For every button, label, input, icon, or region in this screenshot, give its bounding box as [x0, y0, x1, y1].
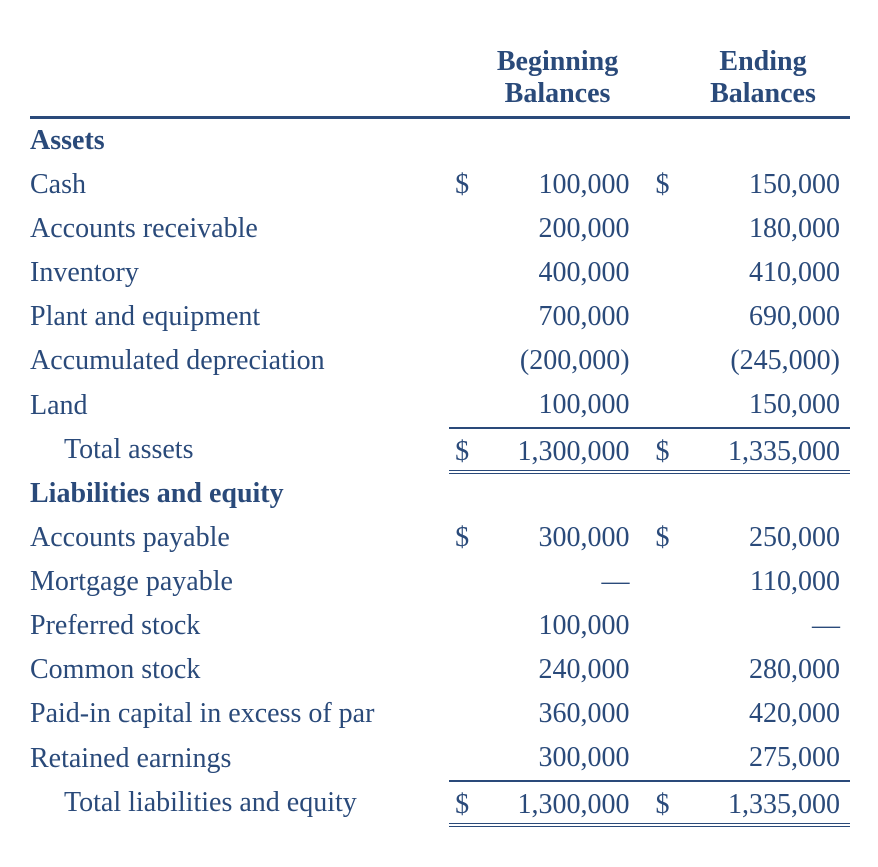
cell-value: 250,000: [686, 516, 850, 560]
cell-value: 280,000: [686, 648, 850, 692]
cell-value: 420,000: [686, 692, 850, 736]
currency-symbol: $: [650, 516, 686, 560]
currency-symbol: $: [449, 163, 485, 207]
cell-value: 1,335,000: [686, 781, 850, 825]
table-row: Plant and equipment 700,000 690,000: [30, 295, 850, 339]
col-header-beginning-line2: Balances: [505, 78, 611, 109]
section-assets-title-row: Assets: [30, 118, 850, 164]
cell-value: 180,000: [686, 207, 850, 251]
cell-value: 150,000: [686, 383, 850, 428]
section-assets-title: Assets: [30, 118, 449, 164]
row-label: Inventory: [30, 251, 449, 295]
cell-value: —: [686, 604, 850, 648]
row-label: Land: [30, 383, 449, 428]
cell-value: 240,000: [486, 648, 650, 692]
row-label: Preferred stock: [30, 604, 449, 648]
cell-value: (245,000): [686, 339, 850, 383]
cell-value: 700,000: [486, 295, 650, 339]
currency-symbol: $: [449, 516, 485, 560]
currency-symbol: $: [449, 781, 485, 825]
table-row: Cash $ 100,000 $ 150,000: [30, 163, 850, 207]
cell-value: —: [486, 560, 650, 604]
row-label: Cash: [30, 163, 449, 207]
cell-value: 1,300,000: [486, 428, 650, 472]
total-liab-equity-row: Total liabilities and equity $ 1,300,000…: [30, 781, 850, 825]
cell-value: 300,000: [486, 736, 650, 781]
row-label: Retained earnings: [30, 736, 449, 781]
cell-value: 275,000: [686, 736, 850, 781]
total-label: Total liabilities and equity: [30, 781, 449, 825]
cell-value: 410,000: [686, 251, 850, 295]
col-header-ending-line2: Balances: [710, 78, 816, 109]
row-label: Paid-in capital in excess of par: [30, 692, 449, 736]
balance-sheet-table: Beginning Balances Ending Balances Asset…: [30, 40, 850, 827]
cell-value: 110,000: [686, 560, 850, 604]
header-row: Beginning Balances Ending Balances: [30, 40, 850, 116]
cell-value: (200,000): [486, 339, 650, 383]
row-label: Accounts payable: [30, 516, 449, 560]
row-label: Accounts receivable: [30, 207, 449, 251]
table-row: Retained earnings 300,000 275,000: [30, 736, 850, 781]
row-label: Mortgage payable: [30, 560, 449, 604]
table-row: Paid-in capital in excess of par 360,000…: [30, 692, 850, 736]
cell-value: 400,000: [486, 251, 650, 295]
table-row: Accounts payable $ 300,000 $ 250,000: [30, 516, 850, 560]
section-liab-title: Liabilities and equity: [30, 472, 449, 516]
table-row: Preferred stock 100,000 —: [30, 604, 850, 648]
table-row: Accumulated depreciation (200,000) (245,…: [30, 339, 850, 383]
col-header-beginning-line1: Beginning: [497, 46, 618, 77]
cell-value: 100,000: [486, 604, 650, 648]
table-row: Accounts receivable 200,000 180,000: [30, 207, 850, 251]
row-label: Accumulated depreciation: [30, 339, 449, 383]
cell-value: 1,300,000: [486, 781, 650, 825]
col-header-ending-line1: Ending: [719, 46, 806, 77]
table-row: Mortgage payable — 110,000: [30, 560, 850, 604]
cell-value: 100,000: [486, 383, 650, 428]
currency-symbol: $: [650, 163, 686, 207]
table-row: Inventory 400,000 410,000: [30, 251, 850, 295]
cell-value: 150,000: [686, 163, 850, 207]
total-label: Total assets: [30, 428, 449, 472]
row-label: Common stock: [30, 648, 449, 692]
section-liab-title-row: Liabilities and equity: [30, 472, 850, 516]
row-label: Plant and equipment: [30, 295, 449, 339]
financial-table: Beginning Balances Ending Balances Asset…: [30, 40, 850, 827]
table-row: Common stock 240,000 280,000: [30, 648, 850, 692]
table-row: Land 100,000 150,000: [30, 383, 850, 428]
cell-value: 100,000: [486, 163, 650, 207]
cell-value: 300,000: [486, 516, 650, 560]
cell-value: 360,000: [486, 692, 650, 736]
currency-symbol: $: [650, 428, 686, 472]
currency-symbol: $: [650, 781, 686, 825]
total-assets-row: Total assets $ 1,300,000 $ 1,335,000: [30, 428, 850, 472]
currency-symbol: $: [449, 428, 485, 472]
cell-value: 1,335,000: [686, 428, 850, 472]
cell-value: 690,000: [686, 295, 850, 339]
cell-value: 200,000: [486, 207, 650, 251]
